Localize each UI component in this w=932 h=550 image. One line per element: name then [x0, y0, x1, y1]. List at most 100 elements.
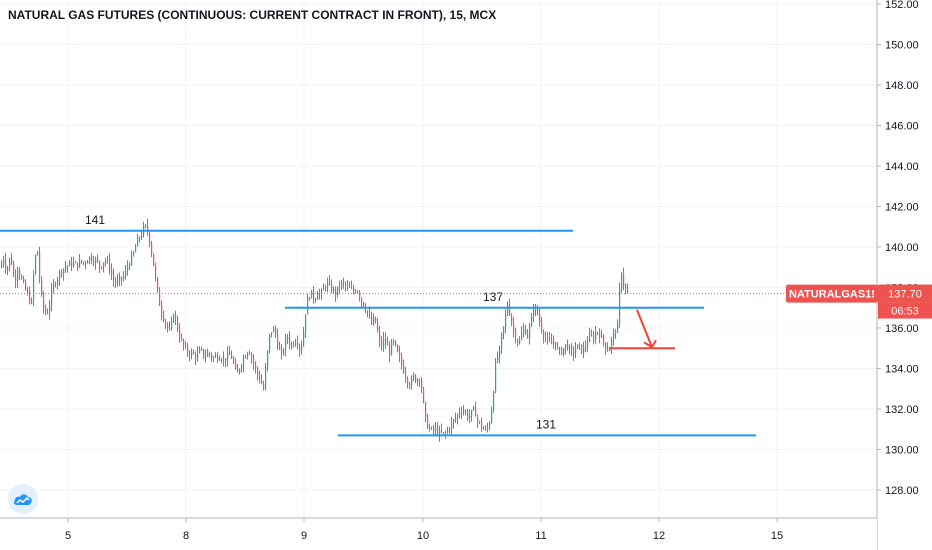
- candle-body: [243, 358, 245, 366]
- candle-body: [189, 352, 191, 356]
- candle-body: [537, 306, 539, 315]
- candle-body: [475, 406, 477, 417]
- candle-body: [287, 336, 289, 339]
- candle-body: [271, 332, 273, 335]
- candle-body: [577, 344, 579, 349]
- candle-body: [313, 290, 315, 300]
- candle-body: [213, 357, 215, 359]
- price-axis-bg: [877, 0, 932, 518]
- candle-body: [509, 304, 511, 315]
- candle-body: [11, 258, 13, 265]
- candle-body: [567, 344, 569, 350]
- candle-body: [443, 432, 445, 434]
- candle-body: [13, 264, 15, 276]
- candle-body: [99, 261, 101, 267]
- candle-body: [303, 332, 305, 347]
- candle-body: [463, 411, 465, 413]
- price-tick-label: 150.00: [885, 40, 919, 52]
- candle-body: [507, 304, 509, 315]
- candle-body: [373, 316, 375, 324]
- candle-body: [173, 314, 175, 323]
- candle-body: [385, 338, 387, 344]
- candle-body: [319, 293, 321, 295]
- candle-body: [197, 353, 199, 359]
- candle-body: [325, 286, 327, 289]
- candle-body: [627, 288, 629, 293]
- candle-body: [423, 388, 425, 403]
- candle-body: [345, 283, 347, 286]
- candle-body: [1, 263, 3, 268]
- level-label-137: 137: [483, 290, 503, 304]
- candle-body: [283, 350, 285, 354]
- candle-body: [115, 280, 117, 284]
- candle-body: [155, 265, 157, 278]
- last-price-label: 137.70: [888, 289, 922, 301]
- candle-body: [623, 273, 625, 286]
- candle-body: [211, 354, 213, 359]
- candle-body: [593, 335, 595, 341]
- candle-body: [575, 348, 577, 355]
- candle-body: [135, 246, 137, 253]
- candle-body: [29, 293, 31, 303]
- candle-body: [137, 237, 139, 247]
- candle-body: [505, 314, 507, 327]
- candle-body: [215, 355, 217, 358]
- candle-body: [235, 362, 237, 369]
- candle-body: [177, 318, 179, 330]
- candle-body: [49, 305, 51, 314]
- time-axis[interactable]: 5 8 9 10 11 12 15: [65, 518, 783, 542]
- candle-body: [521, 333, 523, 340]
- candle-body: [349, 285, 351, 288]
- candle-body: [251, 354, 253, 358]
- candle-body: [579, 344, 581, 346]
- candle-body: [21, 276, 23, 279]
- candle-body: [309, 298, 311, 300]
- candle-body: [467, 412, 469, 419]
- candle-body: [175, 314, 177, 319]
- candle-body: [501, 333, 503, 349]
- price-tick-label: 132.00: [885, 404, 919, 416]
- candle-body: [547, 337, 549, 339]
- candle-body: [141, 234, 143, 238]
- candle-body: [543, 331, 545, 338]
- candle-body: [331, 284, 333, 292]
- tradingview-logo[interactable]: [8, 484, 38, 514]
- candle-body: [31, 300, 33, 303]
- candle-body: [619, 289, 621, 323]
- candle-body: [449, 428, 451, 430]
- candle-body: [515, 330, 517, 340]
- projection-arrow[interactable]: [610, 309, 675, 350]
- candle-body: [101, 266, 103, 269]
- candle-body: [393, 340, 395, 342]
- tradingview-cloud-icon: [13, 494, 32, 505]
- chart-title: NATURAL GAS FUTURES (CONTINUOUS: CURRENT…: [8, 8, 497, 22]
- candle-body: [613, 332, 615, 339]
- price-tick-label: 136.00: [885, 323, 919, 335]
- candle-body: [355, 291, 357, 293]
- candle-body: [59, 271, 61, 280]
- candle-body: [281, 349, 283, 354]
- candle-body: [405, 372, 407, 378]
- candle-body: [455, 418, 457, 420]
- candle-body: [417, 380, 419, 382]
- candle-body: [53, 283, 55, 290]
- candle-body: [371, 316, 373, 324]
- candle-body: [603, 335, 605, 343]
- candle-body: [247, 352, 249, 358]
- candle-body: [335, 288, 337, 296]
- candle-body: [133, 252, 135, 256]
- candle-body: [61, 271, 63, 274]
- candle-body: [181, 338, 183, 340]
- candle-body: [307, 298, 309, 315]
- candle-body: [75, 262, 77, 264]
- candle-body: [69, 261, 71, 266]
- candle-body: [295, 342, 297, 346]
- candle-body: [439, 430, 441, 435]
- candle-body: [469, 415, 471, 419]
- candle-body: [199, 349, 201, 354]
- candle-body: [425, 402, 427, 417]
- candle-body: [403, 364, 405, 373]
- candle-body: [531, 315, 533, 327]
- candle-body: [71, 261, 73, 267]
